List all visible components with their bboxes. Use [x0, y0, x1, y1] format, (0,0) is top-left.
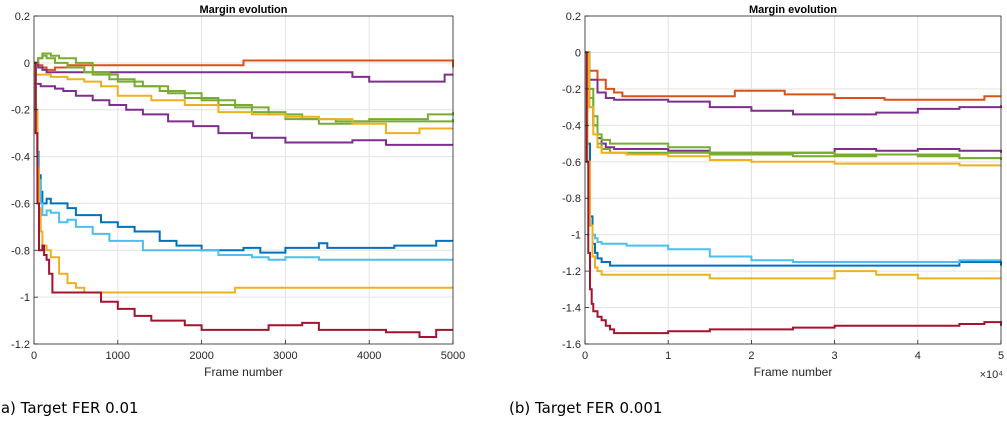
x-exponent-label: ×10⁴	[980, 369, 1004, 381]
series-line-5	[34, 54, 454, 125]
x-tick-label: 0	[31, 350, 37, 362]
x-axis-label: Frame number	[754, 365, 833, 379]
y-tick-label: 0.2	[15, 11, 30, 23]
axes-box	[584, 15, 1002, 345]
y-tick-label: -0.4	[562, 120, 581, 132]
plot-area	[34, 16, 453, 344]
chart-title: Margin evolution	[749, 4, 837, 16]
chart-margin-evolution-b: 0 1 2 3 4 5 0.2 0 -0.2 -0.4 -0.6 -0.8 -1 -1.2 -1.4 -1.6…	[562, 4, 1004, 381]
x-tick-label: 3000	[273, 350, 297, 362]
y-tick-label: -0.6	[11, 198, 30, 210]
x-tick-label: 0	[582, 350, 588, 362]
x-tick-label: 2000	[189, 350, 213, 362]
caption-b: (b) Target FER 0.001	[509, 399, 663, 417]
y-tick-label: -1.4	[562, 303, 581, 315]
series-line-3	[34, 82, 453, 146]
x-tick-label: 1000	[106, 350, 130, 362]
x-tick-label: 5000	[441, 350, 465, 362]
y-tick-label: -1	[571, 230, 581, 242]
chart-margin-evolution-a: 0 1000 2000 3000 4000 5000 0.2 0 -0.2 -0.4 -0.6 -0.…	[11, 4, 465, 379]
y-tick-label: -0.8	[562, 193, 581, 205]
plot-area	[585, 16, 1001, 344]
x-tick-label: 1	[665, 350, 671, 362]
series-line-2	[34, 61, 453, 83]
y-tick-label: -0.2	[11, 105, 30, 117]
y-tick-label: 0.2	[566, 11, 581, 23]
series-line-6	[34, 73, 453, 135]
y-tick-label: -0.4	[11, 152, 30, 164]
y-tick-label: 0	[24, 58, 30, 70]
x-axis-label: Frame number	[204, 365, 283, 379]
chart-title: Margin evolution	[200, 4, 288, 16]
figure: 0 1000 2000 3000 4000 5000 0.2 0 -0.2 -0.4 -0.6 -0.…	[11, 4, 1004, 381]
series-line-9	[585, 51, 1001, 280]
y-tick-label: -1.2	[562, 266, 581, 278]
y-tick-label: 0	[575, 47, 581, 59]
x-tick-label: 3	[832, 350, 838, 362]
x-tick-label: 2	[748, 350, 754, 362]
x-tick-label: 5	[998, 350, 1004, 362]
series-line-7	[34, 61, 453, 254]
series-line-1	[585, 51, 1001, 101]
axes-box	[33, 15, 454, 345]
y-tick-label: -1	[20, 292, 30, 304]
y-tick-label: -1.6	[562, 339, 581, 351]
series-line-2	[585, 51, 1002, 116]
y-tick-label: -1.2	[11, 339, 30, 351]
caption-a: (a) Target FER 0.01	[0, 399, 139, 417]
series-line-6	[585, 51, 1001, 167]
y-tick-label: -0.2	[562, 84, 581, 96]
y-tick-label: -0.6	[562, 157, 581, 169]
series-line-10	[585, 51, 1002, 335]
x-tick-label: 4	[915, 350, 921, 362]
series-line-8	[34, 61, 453, 261]
x-tick-label: 4000	[357, 350, 381, 362]
series-line-10	[34, 61, 453, 338]
y-tick-label: -0.8	[11, 245, 30, 257]
